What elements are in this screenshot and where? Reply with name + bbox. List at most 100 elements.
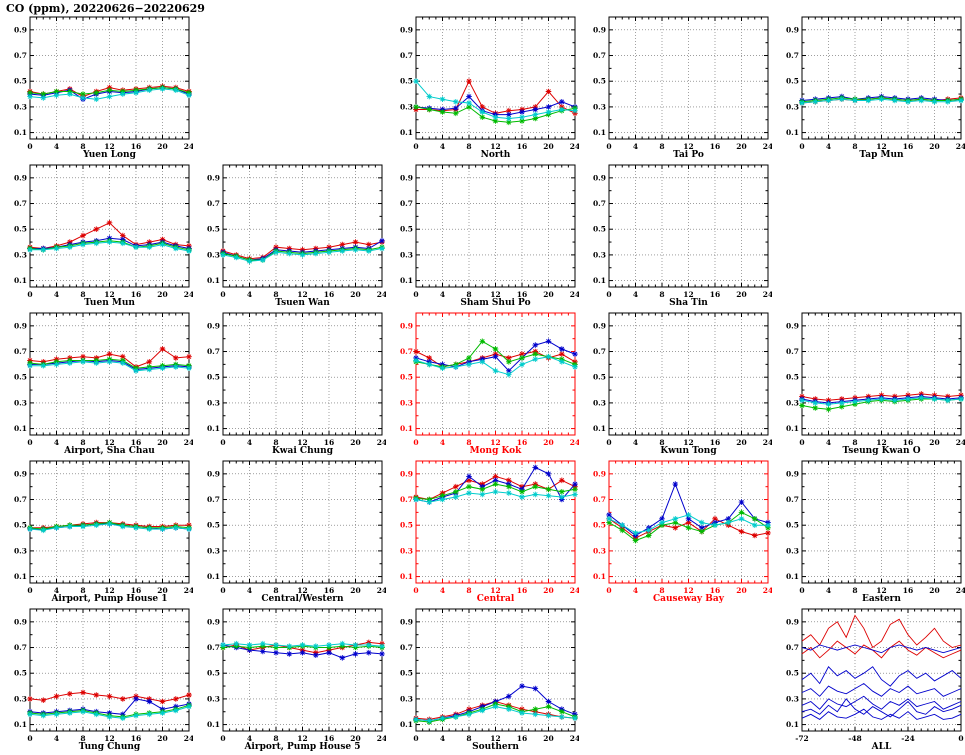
series-markers-cyan: [799, 96, 964, 106]
y-tick-label: 0.5: [593, 225, 606, 234]
chart-title: Eastern: [862, 594, 901, 604]
y-tick-label: 0.5: [207, 669, 220, 678]
x-tick-label: 8: [80, 438, 85, 447]
x-tick-label: 4: [54, 290, 59, 299]
plot-frame: [415, 312, 576, 436]
x-tick-label: 0: [413, 142, 418, 151]
y-tick-label: 0.5: [786, 521, 799, 530]
x-tick-label: 8: [466, 142, 471, 151]
y-tick-label: 0.3: [593, 398, 606, 407]
x-tick-label: 8: [466, 586, 471, 595]
y-tick-label: 0.3: [207, 694, 220, 703]
y-tick-label: 0.3: [14, 102, 27, 111]
y-tick-label: 0.5: [207, 373, 220, 382]
x-tick-label: 8: [80, 586, 85, 595]
chart-title: Tap Mun: [859, 150, 904, 160]
x-tick-label: 24: [956, 142, 965, 151]
y-tick-label: 0.9: [400, 25, 413, 34]
y-tick-label: 0.9: [593, 173, 606, 182]
x-tick-label: 20: [350, 438, 360, 447]
x-tick-label: 20: [543, 586, 553, 595]
x-tick-label: 20: [736, 142, 746, 151]
chart-title: Tai Po: [673, 150, 704, 160]
y-tick-label: 0.9: [400, 617, 413, 626]
x-tick-label: 0: [958, 734, 963, 743]
plot-frame: [29, 164, 190, 288]
series-line-blue-6: [801, 698, 962, 718]
x-tick-label: 16: [710, 142, 720, 151]
y-tick-label: 0.7: [593, 347, 606, 356]
x-tick-label: 12: [104, 142, 114, 151]
y-tick-label: 0.1: [14, 572, 27, 581]
x-tick-label: 0: [220, 438, 225, 447]
chart-tap-mun: 0.1 0.3 0.5 0.7 0.9 0 4 8 12 16 20 24 Tap Mun: [786, 16, 965, 160]
x-tick-label: 24: [184, 142, 193, 151]
plot-frame: [222, 608, 383, 732]
x-tick-label: 16: [517, 290, 527, 299]
chart-panel-tsuen-wan: 0.1 0.3 0.5 0.7 0.9 0 4 8 12 16 20 24 Tsuen Wan: [193, 160, 386, 308]
x-tick-label: 8: [659, 142, 664, 151]
x-tick-label: 4: [440, 734, 445, 743]
chart-title: Causeway Bay: [653, 594, 725, 604]
chart-panel-airport-pump-house-5: 0.1 0.3 0.5 0.7 0.9 0 4 8 12 16 20 24 Airport, Pump …: [193, 604, 386, 752]
x-tick-label: 12: [104, 734, 114, 743]
y-tick-label: 0.1: [786, 572, 799, 581]
chart-panel-central-western: 0.1 0.3 0.5 0.7 0.9 0 4 8 12 16 20 24 Central/Wester…: [193, 456, 386, 604]
x-tick-label: 0: [27, 142, 32, 151]
y-tick-label: 0.1: [400, 128, 413, 137]
y-tick-label: 0.7: [593, 495, 606, 504]
x-tick-label: 4: [633, 142, 638, 151]
chart-airport-pump-house-5: 0.1 0.3 0.5 0.7 0.9 0 4 8 12 16 20 24 Airport, Pump …: [207, 608, 386, 752]
x-tick-label: 24: [184, 290, 193, 299]
y-tick-label: 0.9: [14, 469, 27, 478]
series-line-blue-1: [801, 644, 962, 654]
x-tick-label: 8: [466, 438, 471, 447]
x-tick-label: 4: [440, 290, 445, 299]
y-tick-label: 0.1: [400, 572, 413, 581]
y-tick-label: 0.9: [593, 321, 606, 330]
y-tick-label: 0.9: [786, 617, 799, 626]
x-tick-label: 16: [903, 438, 913, 447]
chart-panel-causeway-bay: 0.1 0.3 0.5 0.7 0.9 0 4 8 12 16 20 24 Causeway Bay: [579, 456, 772, 604]
y-tick-label: 0.5: [400, 669, 413, 678]
y-tick-label: 0.3: [14, 250, 27, 259]
chart-airport-pump-house-1: 0.1 0.3 0.5 0.7 0.9 0 4 8 12 16 20 24 Airport, Pump …: [14, 460, 193, 604]
x-tick-label: 0: [27, 438, 32, 447]
y-tick-label: 0.7: [593, 199, 606, 208]
x-tick-label: 20: [157, 734, 167, 743]
x-tick-label: 12: [297, 290, 307, 299]
y-tick-label: 0.7: [207, 347, 220, 356]
x-tick-label: 20: [543, 438, 553, 447]
x-tick-label: 16: [710, 438, 720, 447]
plot-frame: [29, 16, 190, 140]
y-tick-label: 0.1: [14, 276, 27, 285]
y-tick-label: 0.7: [400, 643, 413, 652]
y-tick-label: 0.9: [400, 321, 413, 330]
x-tick-label: 16: [324, 290, 334, 299]
plot-frame: [415, 460, 576, 584]
series-markers-cyan: [27, 703, 192, 721]
chart-yuen-long: 0.1 0.3 0.5 0.7 0.9 0 4 8 12 16 20 24 Yuen Long: [14, 16, 193, 160]
y-tick-label: 0.9: [786, 469, 799, 478]
y-tick-label: 0.1: [593, 572, 606, 581]
y-tick-label: 0.3: [593, 250, 606, 259]
x-tick-label: -48: [848, 734, 862, 743]
y-tick-label: 0.7: [14, 347, 27, 356]
y-tick-label: 0.1: [593, 128, 606, 137]
x-tick-label: 16: [517, 142, 527, 151]
chart-tuen-mun: 0.1 0.3 0.5 0.7 0.9 0 4 8 12 16 20 24 Tuen Mun: [14, 164, 193, 308]
plot-frame: [801, 608, 962, 732]
x-tick-label: 16: [131, 734, 141, 743]
y-tick-label: 0.7: [786, 51, 799, 60]
y-tick-label: 0.3: [400, 398, 413, 407]
x-tick-label: 12: [104, 586, 114, 595]
y-tick-label: 0.9: [786, 321, 799, 330]
y-tick-label: 0.3: [786, 102, 799, 111]
x-tick-label: 4: [54, 438, 59, 447]
y-tick-label: 0.9: [593, 25, 606, 34]
x-tick-label: 16: [324, 438, 334, 447]
y-tick-label: 0.1: [400, 720, 413, 729]
chart-title: ALL: [871, 742, 892, 752]
y-tick-label: 0.1: [786, 720, 799, 729]
chart-panel-yuen-long: 0.1 0.3 0.5 0.7 0.9 0 4 8 12 16 20 24 Yuen Long: [0, 12, 193, 160]
